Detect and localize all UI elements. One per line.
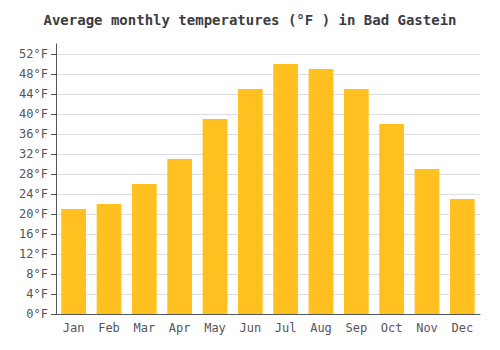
svg-text:Apr: Apr [169, 321, 191, 335]
svg-text:Sep: Sep [345, 321, 367, 335]
svg-text:28°F: 28°F [19, 167, 48, 181]
svg-text:0°F: 0°F [26, 307, 48, 321]
svg-text:52°F: 52°F [19, 47, 48, 61]
svg-text:Jun: Jun [239, 321, 261, 335]
svg-text:May: May [204, 321, 226, 335]
svg-text:Jan: Jan [63, 321, 85, 335]
svg-text:8°F: 8°F [26, 267, 48, 281]
svg-text:12°F: 12°F [19, 247, 48, 261]
svg-text:20°F: 20°F [19, 207, 48, 221]
svg-text:44°F: 44°F [19, 87, 48, 101]
svg-text:32°F: 32°F [19, 147, 48, 161]
svg-text:48°F: 48°F [19, 67, 48, 81]
svg-text:Feb: Feb [98, 321, 120, 335]
svg-text:Mar: Mar [133, 321, 155, 335]
svg-text:Dec: Dec [451, 321, 473, 335]
svg-text:Jul: Jul [275, 321, 297, 335]
svg-text:Nov: Nov [416, 321, 438, 335]
svg-text:Average monthly temperatures (: Average monthly temperatures (°F ) in Ba… [43, 12, 456, 28]
svg-text:Aug: Aug [310, 321, 332, 335]
svg-text:Oct: Oct [381, 321, 403, 335]
svg-text:24°F: 24°F [19, 187, 48, 201]
svg-text:16°F: 16°F [19, 227, 48, 241]
svg-text:36°F: 36°F [19, 127, 48, 141]
svg-text:40°F: 40°F [19, 107, 48, 121]
svg-text:4°F: 4°F [26, 287, 48, 301]
